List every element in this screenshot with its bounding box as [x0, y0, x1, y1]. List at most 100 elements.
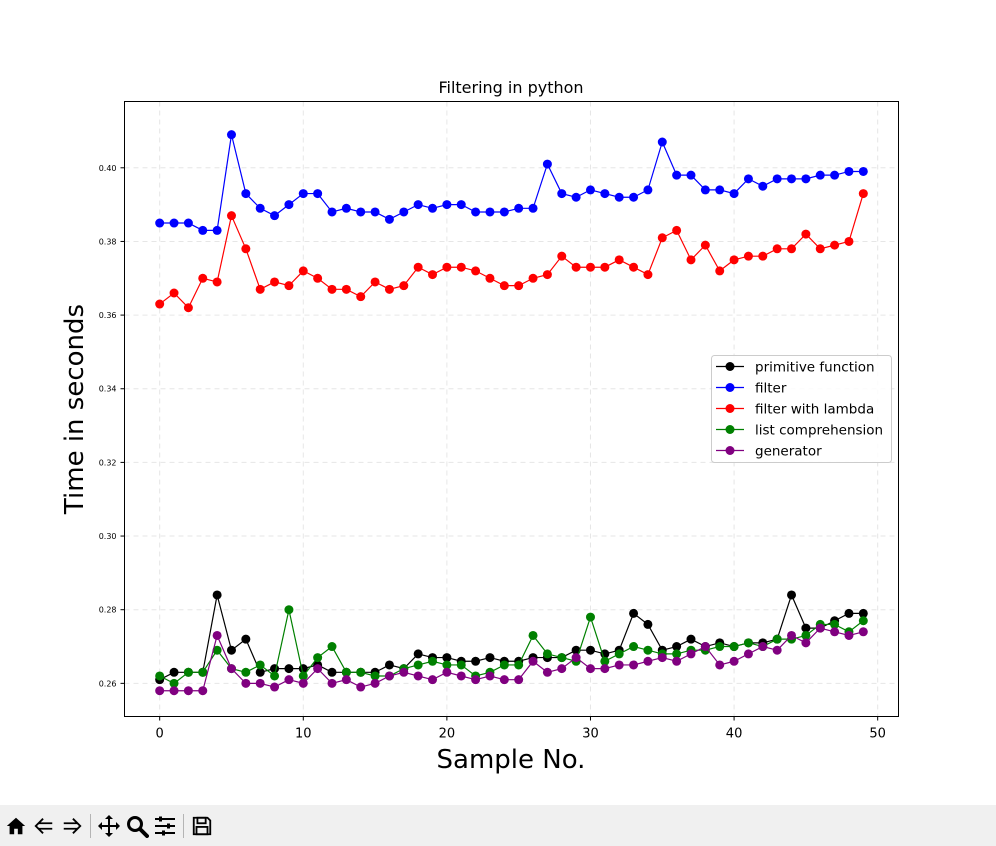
data-point: [499, 281, 509, 291]
configure-subplots-button[interactable]: [151, 812, 179, 840]
data-point: [858, 616, 868, 626]
pan-icon: [98, 814, 120, 837]
data-point: [456, 660, 466, 670]
data-point: [442, 200, 452, 210]
data-point: [557, 251, 567, 261]
data-point: [657, 653, 667, 663]
data-point: [672, 642, 682, 652]
data-point: [787, 174, 797, 184]
data-point: [471, 656, 481, 666]
data-point: [715, 660, 725, 670]
series-primitive-function: [155, 590, 868, 685]
data-point: [384, 660, 394, 670]
data-point: [542, 270, 552, 280]
data-point: [629, 262, 639, 272]
save-button[interactable]: [188, 812, 216, 840]
data-point: [198, 667, 208, 677]
data-point: [356, 682, 366, 692]
back-button[interactable]: [30, 812, 58, 840]
data-point: [183, 667, 193, 677]
data-point: [858, 166, 868, 176]
data-point: [772, 634, 782, 644]
data-point: [815, 170, 825, 180]
data-point: [313, 664, 323, 674]
legend-label: generator: [755, 444, 822, 460]
data-point: [585, 185, 595, 195]
series-line: [159, 609, 864, 685]
data-point: [284, 281, 294, 291]
data-point: [255, 667, 265, 677]
data-point: [183, 686, 193, 696]
data-point: [700, 642, 710, 652]
data-point: [428, 675, 438, 685]
data-point: [499, 207, 509, 217]
data-point: [858, 189, 868, 199]
pan-button[interactable]: [95, 812, 123, 840]
data-point: [212, 590, 222, 600]
series-layer: [155, 130, 868, 696]
series-filter: [155, 130, 868, 235]
forward-button[interactable]: [58, 812, 86, 840]
data-point: [370, 678, 380, 688]
data-point: [270, 277, 280, 287]
data-point: [313, 273, 323, 283]
data-point: [858, 627, 868, 637]
data-point: [514, 281, 524, 291]
zoom-button[interactable]: [123, 812, 151, 840]
x-tick-label: 10: [295, 727, 312, 742]
y-tick-label: 0.38: [99, 237, 117, 246]
data-point: [413, 649, 423, 659]
data-point: [169, 667, 179, 677]
data-point: [557, 664, 567, 674]
data-point: [643, 645, 653, 655]
data-point: [514, 203, 524, 213]
data-point: [341, 203, 351, 213]
configure-subplots-icon: [155, 816, 175, 835]
data-point: [327, 678, 337, 688]
home-button[interactable]: [2, 812, 30, 840]
legend-label: filter: [755, 381, 787, 397]
data-point: [614, 255, 624, 265]
data-point: [672, 170, 682, 180]
data-point: [183, 218, 193, 228]
data-point: [356, 667, 366, 677]
data-point: [284, 605, 294, 615]
data-point: [255, 678, 265, 688]
data-point: [198, 686, 208, 696]
data-point: [614, 192, 624, 202]
data-point: [729, 642, 739, 652]
data-point: [356, 292, 366, 302]
y-tick-label: 0.32: [99, 458, 117, 467]
data-point: [384, 284, 394, 294]
data-point: [700, 185, 710, 195]
data-point: [471, 675, 481, 685]
data-point: [585, 612, 595, 622]
data-point: [801, 638, 811, 648]
data-point: [729, 656, 739, 666]
x-tick-label: 40: [726, 727, 743, 742]
chart-title: Filtering in python: [438, 78, 583, 97]
data-point: [787, 630, 797, 640]
data-point: [471, 266, 481, 276]
data-point: [485, 207, 495, 217]
data-point: [514, 660, 524, 670]
x-tick-label: 0: [156, 727, 164, 742]
data-point: [758, 251, 768, 261]
data-point: [858, 608, 868, 618]
data-point: [370, 277, 380, 287]
data-point: [528, 203, 538, 213]
x-axis-label: Sample No.: [437, 745, 586, 775]
data-point: [585, 645, 595, 655]
data-point: [801, 630, 811, 640]
data-point: [557, 653, 567, 663]
data-point: [657, 233, 667, 243]
data-point: [241, 667, 251, 677]
data-point: [226, 211, 236, 221]
data-point: [327, 642, 337, 652]
data-point: [212, 277, 222, 287]
data-point: [772, 244, 782, 254]
data-point: [571, 192, 581, 202]
data-point: [169, 686, 179, 696]
legend-marker: [725, 404, 735, 413]
y-tick-label: 0.28: [99, 606, 117, 615]
